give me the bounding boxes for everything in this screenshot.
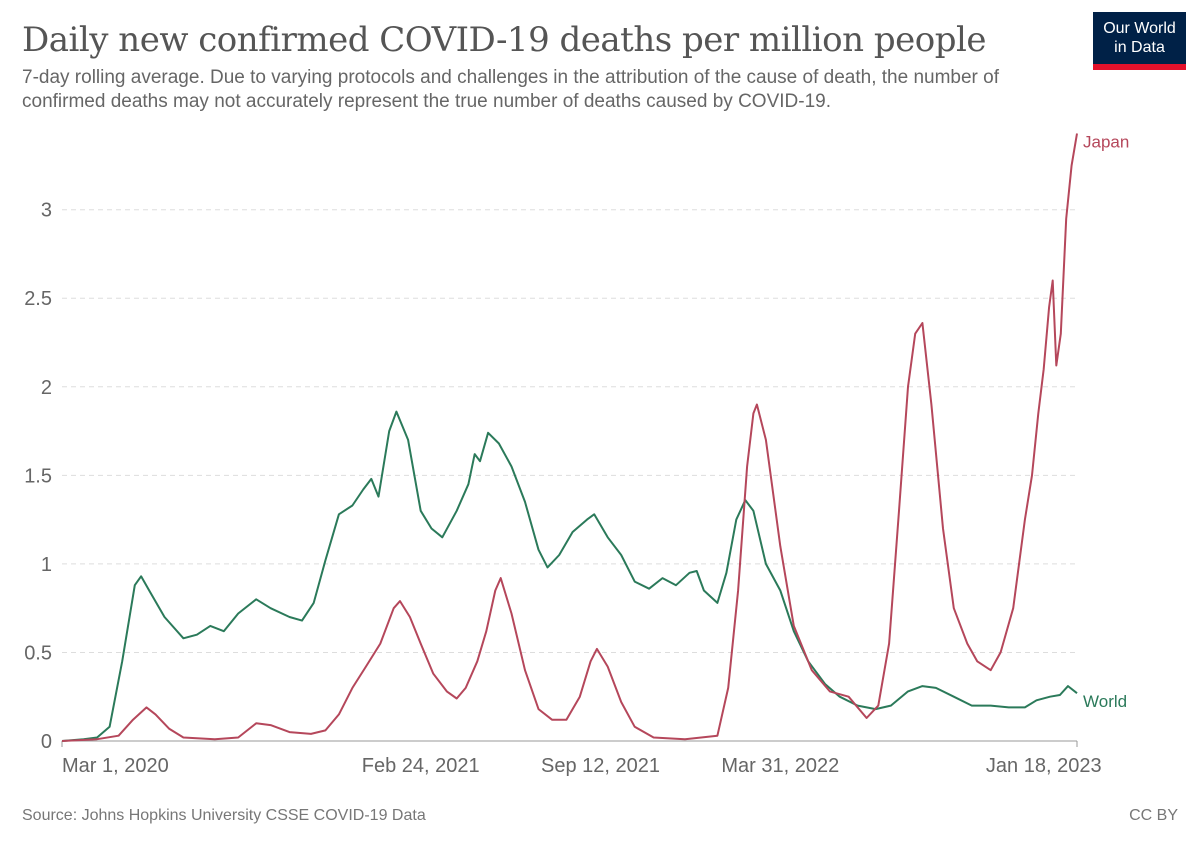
series-labels: World Japan bbox=[1083, 133, 1129, 712]
gridlines bbox=[62, 209, 1077, 653]
chart-subtitle: 7-day rolling average. Due to varying pr… bbox=[22, 67, 999, 112]
series-line-japan[interactable] bbox=[61, 133, 1078, 742]
y-tick-label: 0 bbox=[41, 731, 52, 753]
x-tick-label: Feb 24, 2021 bbox=[362, 755, 480, 777]
series-label-world[interactable]: World bbox=[1083, 692, 1127, 711]
y-tick-label: 3 bbox=[41, 200, 52, 222]
logo-red-bar bbox=[1093, 64, 1186, 70]
logo-line-2: in Data bbox=[1114, 39, 1165, 56]
license-link[interactable]: CC BY bbox=[1129, 807, 1178, 824]
series-lines bbox=[61, 133, 1078, 742]
x-tick-label: Mar 31, 2022 bbox=[721, 755, 839, 777]
x-tick-label: Mar 1, 2020 bbox=[62, 755, 169, 777]
x-axis: Mar 1, 2020 Feb 24, 2021 Sep 12, 2021 Mar 3… bbox=[61, 740, 1102, 777]
source-note[interactable]: Source: Johns Hopkins University CSSE CO… bbox=[22, 807, 426, 824]
series-line-world[interactable] bbox=[61, 410, 1078, 742]
series-label-japan[interactable]: Japan bbox=[1083, 133, 1129, 152]
line-chart: 0 0.5 1 1.5 2 2.5 3 Mar 1, 2020 Feb 24, 2021 Sep… bbox=[24, 133, 1129, 777]
x-tick-label: Sep 12, 2021 bbox=[541, 755, 660, 777]
chart-title: Daily new confirmed COVID-19 deaths per … bbox=[22, 20, 986, 60]
y-tick-label: 1.5 bbox=[24, 465, 52, 487]
y-axis-ticks: 0 0.5 1 1.5 2 2.5 3 bbox=[24, 200, 52, 753]
x-tick-label: Jan 18, 2023 bbox=[986, 755, 1102, 777]
y-tick-label: 1 bbox=[41, 554, 52, 576]
y-tick-label: 0.5 bbox=[24, 642, 52, 664]
y-tick-label: 2.5 bbox=[24, 288, 52, 310]
y-tick-label: 2 bbox=[41, 377, 52, 399]
owid-logo[interactable]: Our World in Data bbox=[1093, 12, 1186, 70]
logo-line-1: Our World bbox=[1103, 20, 1176, 37]
